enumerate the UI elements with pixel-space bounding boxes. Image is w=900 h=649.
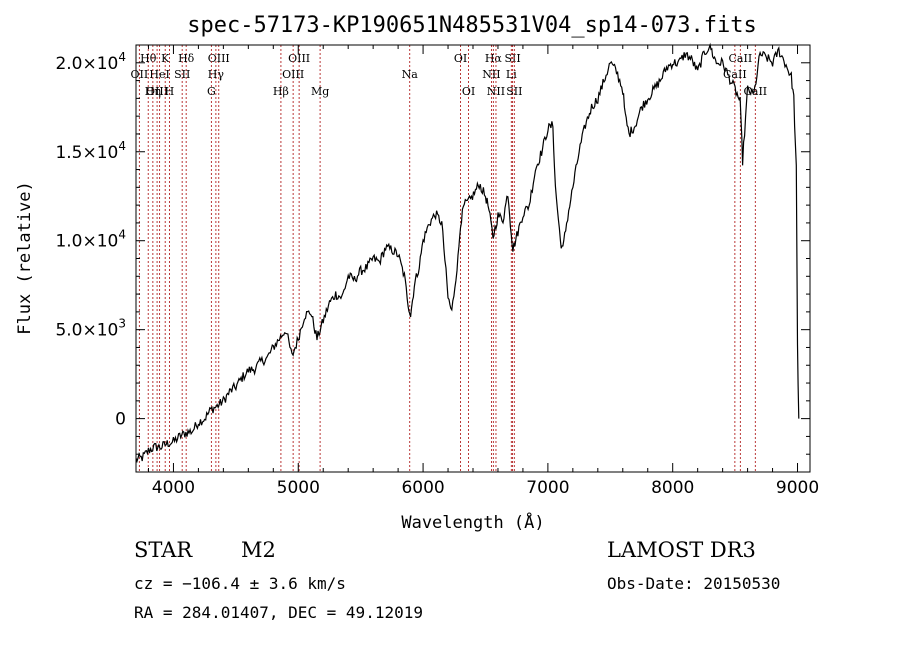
spectral-line-label: Hδ <box>178 52 195 65</box>
x-tick-label: 8000 <box>651 478 694 498</box>
x-tick-label: 6000 <box>401 478 444 498</box>
spectral-line-label: OI <box>462 85 475 98</box>
plot-frame <box>135 44 811 473</box>
object-class: STAR <box>134 538 193 562</box>
spectral-line-label: OIII <box>282 68 304 81</box>
x-tick-label: 7000 <box>526 478 569 498</box>
x-axis-label: Wavelength (Å) <box>401 511 544 533</box>
survey-name: LAMOST DR3 <box>607 538 756 562</box>
flux-spectrum-line <box>135 42 800 464</box>
spectral-line-label: OIII <box>208 52 230 65</box>
spectral-line-label: SII <box>504 52 520 65</box>
redshift-velocity: cz = −106.4 ± 3.6 km/s <box>134 574 346 593</box>
spectral-line-label: Mg <box>311 85 329 98</box>
y-tick-label: 1.0×104 <box>55 228 126 252</box>
spectral-line-label: OII <box>131 68 149 81</box>
chart-title: spec-57173-KP190651N485531V04_sp14-073.f… <box>187 13 757 38</box>
object-subclass: M2 <box>241 538 276 562</box>
spectral-line-label: Hβ <box>273 85 289 98</box>
spectral-line-label: Li <box>506 68 517 81</box>
y-tick-label: 2.0×104 <box>55 50 126 74</box>
spectral-line-label: Na <box>402 68 419 81</box>
spectral-line-label: H <box>165 85 175 98</box>
spectral-line-label: Hη <box>145 85 161 98</box>
spectral-line-label: G <box>207 85 216 98</box>
spectral-line-label: SII <box>506 85 522 98</box>
spectral-line-label: Hα <box>485 52 503 65</box>
spectral-line-label: OI <box>454 52 467 65</box>
spectral-line-label: OIII <box>146 85 168 98</box>
y-tick-label: 1.5×104 <box>55 139 126 163</box>
spectral-line-label: CaII <box>729 52 753 65</box>
coordinates: RA = 284.01407, DEC = 49.12019 <box>134 603 423 622</box>
spectral-line-label: HeI <box>149 68 169 81</box>
axis-ticks: 4000 5000 6000 7000 8000 9000 0 5.0×103 1.0×104 1… <box>55 44 819 498</box>
y-tick-label: 0 <box>115 410 126 430</box>
spectral-line-label: SII <box>174 68 190 81</box>
x-tick-label: 5000 <box>277 478 320 498</box>
x-tick-label: 4000 <box>152 478 195 498</box>
spectral-line-label: CaII <box>743 85 767 98</box>
spectral-line-label: Hγ <box>208 68 225 81</box>
y-axis-label: Flux (relative) <box>15 181 35 335</box>
spectral-line-label: K <box>161 52 170 65</box>
spectral-line-label: OIII <box>288 52 310 65</box>
observation-date: Obs-Date: 20150530 <box>607 574 781 593</box>
y-tick-label: 5.0×103 <box>55 317 126 341</box>
x-tick-label: 9000 <box>776 478 819 498</box>
spectral-line-label: NII <box>482 68 500 81</box>
spectral-line-label: NII <box>487 85 505 98</box>
